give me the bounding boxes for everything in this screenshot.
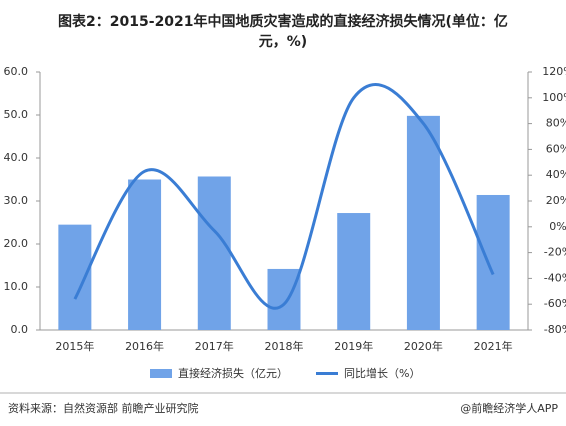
bar <box>267 268 301 330</box>
y2-tick-label: 0% <box>549 220 566 233</box>
y-tick-label: 10.0 <box>4 280 29 293</box>
bar <box>476 194 510 330</box>
y2-tick-label: 40% <box>546 168 566 181</box>
y-tick-label: 50.0 <box>4 108 29 121</box>
y-tick-label: 60.0 <box>4 65 29 78</box>
y2-tick-label: 20% <box>546 194 566 207</box>
source: 资料来源：自然资源部 前瞻产业研究院 <box>8 401 199 415</box>
x-tick-label: 2019年 <box>334 339 373 353</box>
x-tick-label: 2017年 <box>195 339 234 353</box>
y2-tick-label: 100% <box>542 91 566 104</box>
y2-tick-label: -60% <box>544 297 566 310</box>
x-tick-label: 2016年 <box>125 339 164 353</box>
bar <box>406 115 440 330</box>
y-tick-label: 40.0 <box>4 151 29 164</box>
y-tick-label: 20.0 <box>4 237 29 250</box>
legend-label: 直接经济损失（亿元） <box>178 366 288 380</box>
y2-tick-label: 120% <box>542 65 566 78</box>
y2-tick-label: -20% <box>544 246 566 259</box>
bar <box>197 176 231 330</box>
y2-tick-label: 80% <box>546 117 566 130</box>
y2-tick-label: -80% <box>544 323 566 336</box>
bar <box>337 213 371 330</box>
brand: @前瞻经济学人APP <box>460 401 558 415</box>
chart-title: 图表2：2015-2021年中国地质灾害造成的直接经济损失情况(单位：亿元，%) <box>58 13 508 50</box>
y-tick-label: 0.0 <box>11 323 29 336</box>
line <box>73 83 495 310</box>
x-tick-label: 2021年 <box>474 339 513 353</box>
x-tick-label: 2018年 <box>265 339 304 353</box>
y2-tick-label: -40% <box>544 271 566 284</box>
y2-tick-label: 60% <box>546 142 566 155</box>
legend-swatch <box>150 369 172 378</box>
y-tick-label: 30.0 <box>4 194 29 207</box>
x-tick-label: 2015年 <box>55 339 94 353</box>
x-tick-label: 2020年 <box>404 339 443 353</box>
legend-label: 同比增长（%） <box>344 366 420 380</box>
bar <box>128 179 162 330</box>
